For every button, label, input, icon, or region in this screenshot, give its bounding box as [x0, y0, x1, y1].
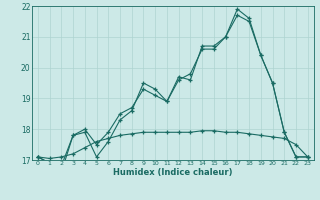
X-axis label: Humidex (Indice chaleur): Humidex (Indice chaleur): [113, 168, 233, 177]
